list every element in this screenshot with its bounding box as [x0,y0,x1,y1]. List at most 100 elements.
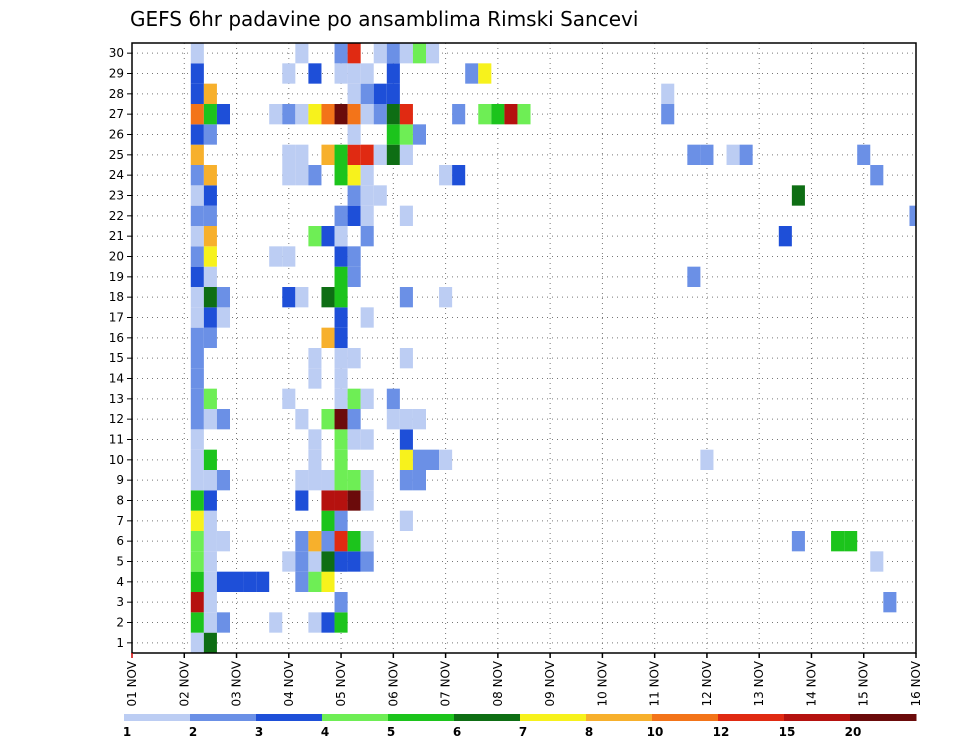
chart-title: GEFS 6hr padavine po ansamblima Rimski S… [130,7,638,31]
precip-cell [334,510,348,531]
precip-cell [295,165,309,186]
precip-cell [216,104,230,125]
x-tick-label: 13 NOV [752,660,766,706]
precip-cell [308,571,322,592]
precip-cell [360,226,374,247]
precip-cell [412,43,426,64]
y-tick-label: 30 [109,46,124,60]
precip-cell [360,104,374,125]
precip-cell [216,307,230,328]
precip-cell [203,632,217,653]
precip-cell [399,144,413,165]
precip-cell [661,104,675,125]
precip-cell [347,266,361,287]
precip-cell [687,144,701,165]
precip-cell [190,307,204,328]
colorbar-swatch [322,714,389,721]
precip-cell [321,470,335,491]
precip-cell [295,287,309,308]
precip-cell [190,266,204,287]
x-tick-label: 07 NOV [439,660,453,706]
precip-cell [203,470,217,491]
plot-frame [131,42,917,654]
precip-cell [347,388,361,409]
colorbar-swatch [190,714,257,721]
colorbar-label: 2 [189,725,197,739]
precip-cell [190,327,204,348]
x-axis: 01 NOV 02 NOV 03 NOV 04 NOV 05 NOV 06 NOV 07 N… [125,653,923,707]
precip-cell [386,144,400,165]
x-tick-label: 15 NOV [857,660,871,706]
precip-cell [452,104,466,125]
precip-cell [844,531,858,552]
y-tick-label: 16 [109,331,124,345]
x-tick-label: 12 NOV [700,660,714,706]
precip-cell [190,632,204,653]
precip-cell [412,409,426,430]
precip-cell [778,226,792,247]
precip-cell [190,348,204,369]
precip-cell [334,307,348,328]
precip-cell [360,307,374,328]
precip-cell [661,83,675,104]
precip-cell [399,205,413,226]
colorbar-label: 10 [647,725,664,739]
precip-cell [334,104,348,125]
precip-cell [360,144,374,165]
precip-cell [308,165,322,186]
precip-cell [203,592,217,613]
colorbar-label: 15 [779,725,796,739]
colorbar-swatch [586,714,653,721]
precip-cell [347,205,361,226]
colorbar-swatch [454,714,521,721]
precip-cell [347,531,361,552]
colorbar-swatch [718,714,785,721]
precip-cell [190,409,204,430]
precip-cell [190,246,204,267]
colorbar-label: 1 [123,725,131,739]
precip-cell [360,388,374,409]
precip-cell [334,470,348,491]
x-tick-label: 06 NOV [386,660,400,706]
x-tick-label: 10 NOV [595,660,609,706]
precip-cell [334,592,348,613]
precip-cell [334,551,348,572]
precip-cell [295,409,309,430]
y-tick-label: 26 [109,128,124,142]
x-tick-label: 04 NOV [282,660,296,706]
colorbar-swatch [850,714,917,721]
y-tick-label: 6 [116,534,124,548]
precip-cell [360,531,374,552]
precip-cell [308,368,322,389]
precip-cell [334,449,348,470]
x-tick-label: 03 NOV [230,660,244,706]
precip-cell [334,205,348,226]
precip-cell [190,470,204,491]
y-tick-label: 24 [109,168,124,182]
y-tick-label: 23 [109,189,124,203]
precip-cell [203,510,217,531]
precip-cell [399,348,413,369]
precip-cell [308,104,322,125]
precip-cell [426,449,440,470]
precip-cell [347,246,361,267]
precip-cell [360,165,374,186]
precip-cell [347,144,361,165]
precip-cell [347,490,361,511]
precip-cell [334,144,348,165]
precip-cell [190,368,204,389]
precip-cell [308,531,322,552]
precip-cell [282,246,296,267]
precip-cell [190,205,204,226]
precip-cell [269,246,283,267]
precip-cell [190,592,204,613]
chart-grid [132,43,916,653]
colorbar-swatch [652,714,719,721]
precip-cell [203,551,217,572]
precip-cell [386,43,400,64]
precip-cell [308,449,322,470]
precip-cell [870,551,884,572]
precip-cell [308,429,322,450]
precip-cell [478,104,492,125]
